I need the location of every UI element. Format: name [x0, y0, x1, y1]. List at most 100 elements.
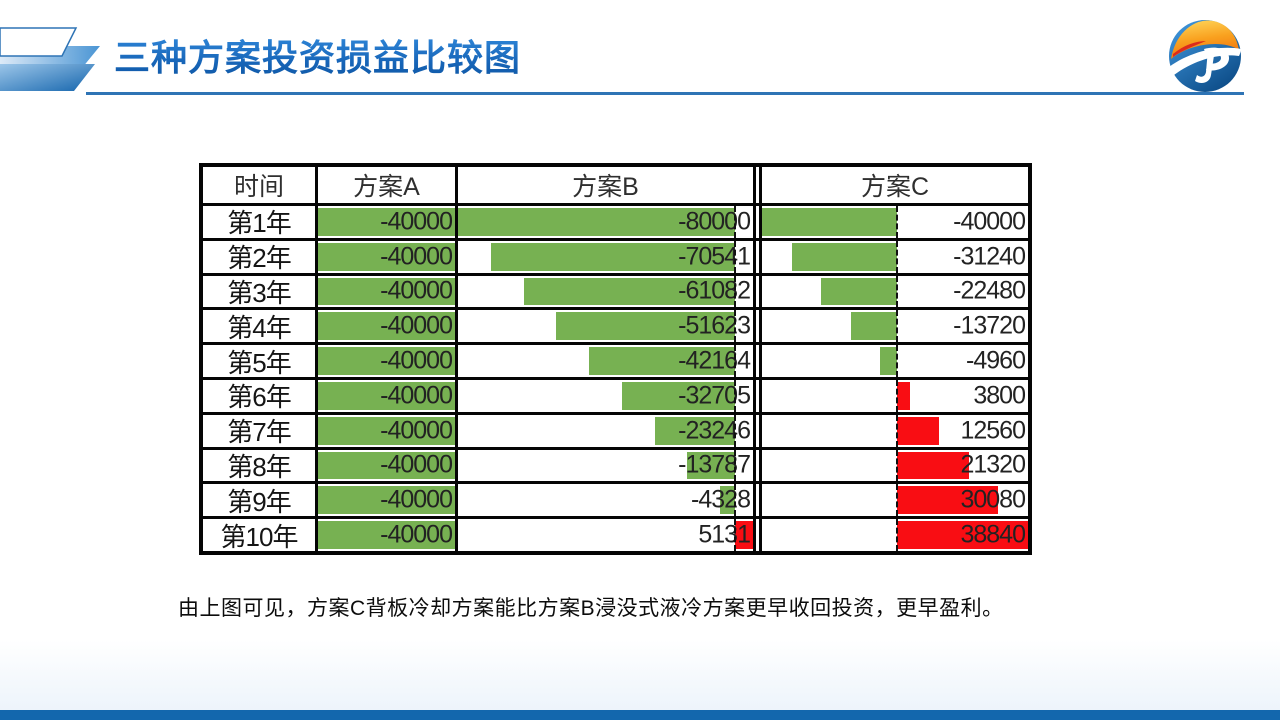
- value-cell-planB: -23246: [458, 414, 753, 447]
- data-bar: [318, 486, 455, 515]
- value-cell-planB: -32705: [458, 379, 753, 412]
- zero-axis-line: [895, 379, 898, 412]
- data-bar: [687, 451, 736, 480]
- row-label: 第1年: [203, 206, 315, 238]
- cell-value: -4960: [966, 346, 1026, 375]
- data-bar: [896, 451, 969, 480]
- data-bar: [490, 242, 736, 271]
- zero-axis-line: [734, 449, 737, 482]
- table-header-cell-planB: 方案B: [458, 167, 753, 203]
- cell-value: -40000: [380, 520, 453, 549]
- zero-axis-line: [895, 310, 898, 343]
- cell-value: -23246: [678, 416, 751, 445]
- data-bar: [896, 381, 910, 410]
- zero-axis-line: [895, 484, 898, 517]
- value-cell-planA: -40000: [318, 206, 455, 238]
- table-header-cell-planC: 方案C: [762, 167, 1028, 203]
- row-label: 第10年: [203, 519, 315, 551]
- column-divider: [756, 206, 759, 238]
- value-cell-planC: -22480: [762, 275, 1028, 308]
- zero-axis-line: [734, 519, 737, 551]
- column-divider: [756, 379, 759, 412]
- column-divider: [756, 345, 759, 377]
- value-cell-planA: -40000: [318, 484, 455, 517]
- value-cell-planB: -80000: [458, 206, 753, 238]
- value-cell-planB: -61082: [458, 275, 753, 308]
- data-bar: [318, 451, 455, 480]
- data-bar: [896, 486, 999, 515]
- value-cell-planA: -40000: [318, 414, 455, 447]
- cell-value: -40000: [380, 276, 453, 305]
- zero-axis-line: [734, 310, 737, 343]
- data-bar: [523, 277, 736, 306]
- column-divider: [756, 484, 759, 517]
- zero-axis-line: [895, 519, 898, 551]
- value-cell-planA: -40000: [318, 345, 455, 377]
- footer-bar: [0, 710, 1280, 720]
- cell-value: 30080: [960, 485, 1026, 514]
- value-cell-planC: 12560: [762, 414, 1028, 447]
- cell-value: -40000: [380, 485, 453, 514]
- cell-value: -40000: [380, 346, 453, 375]
- column-divider: [756, 519, 759, 551]
- cell-value: -40000: [380, 311, 453, 340]
- data-bar: [821, 277, 897, 306]
- zero-axis-line: [895, 240, 898, 273]
- data-bar: [458, 208, 736, 236]
- cell-value: -4328: [691, 485, 751, 514]
- value-cell-planA: -40000: [318, 275, 455, 308]
- zero-axis-line: [734, 414, 737, 447]
- column-divider: [756, 240, 759, 273]
- row-label: 第9年: [203, 484, 315, 517]
- cell-value: -42164: [678, 346, 751, 375]
- data-bar: [896, 521, 1028, 549]
- footer-fade: [0, 640, 1280, 710]
- zero-axis-line: [895, 414, 898, 447]
- value-cell-planC: 30080: [762, 484, 1028, 517]
- zero-axis-line: [734, 345, 737, 377]
- cell-value: -13787: [678, 450, 751, 479]
- row-label: 第3年: [203, 275, 315, 308]
- value-cell-planB: -4328: [458, 484, 753, 517]
- value-cell-planC: -31240: [762, 240, 1028, 273]
- comparison-table: 时间 方案A 方案B 方案C 第1年 -40000 -80000 -40000 第2年 -4000…: [199, 163, 1032, 555]
- value-cell-planB: -13787: [458, 449, 753, 482]
- value-cell-planA: -40000: [318, 519, 455, 551]
- cell-value: -40000: [380, 416, 453, 445]
- zero-axis-line: [895, 275, 898, 308]
- column-divider: [756, 414, 759, 447]
- value-cell-planA: -40000: [318, 310, 455, 343]
- value-cell-planB: 5131: [458, 519, 753, 551]
- zero-axis-line: [895, 206, 898, 238]
- data-bar: [318, 312, 455, 341]
- zero-axis-line: [895, 345, 898, 377]
- value-cell-planA: -40000: [318, 449, 455, 482]
- value-cell-planC: 21320: [762, 449, 1028, 482]
- cell-value: 21320: [960, 450, 1026, 479]
- zero-axis-line: [734, 275, 737, 308]
- value-cell-planA: -40000: [318, 379, 455, 412]
- cell-value: 38840: [960, 520, 1026, 549]
- cell-value: -22480: [953, 276, 1026, 305]
- cell-value: -80000: [678, 207, 751, 236]
- row-label: 第6年: [203, 379, 315, 412]
- row-label: 第2年: [203, 240, 315, 273]
- zero-axis-line: [734, 379, 737, 412]
- value-cell-planB: -42164: [458, 345, 753, 377]
- cell-value: 3800: [973, 381, 1026, 410]
- zero-axis-line: [734, 206, 737, 238]
- data-bar: [791, 242, 897, 271]
- cell-value: -40000: [380, 450, 453, 479]
- zero-axis-line: [734, 484, 737, 517]
- cell-value: -51623: [678, 311, 751, 340]
- cell-value: -61082: [678, 276, 751, 305]
- value-cell-planC: -40000: [762, 206, 1028, 238]
- cell-value: 5131: [698, 520, 751, 549]
- row-label: 第7年: [203, 414, 315, 447]
- cell-value: -13720: [953, 311, 1026, 340]
- title-underline: [86, 92, 1244, 95]
- data-bar: [318, 208, 455, 236]
- data-bar: [318, 416, 455, 445]
- value-cell-planC: -4960: [762, 345, 1028, 377]
- zero-axis-line: [734, 240, 737, 273]
